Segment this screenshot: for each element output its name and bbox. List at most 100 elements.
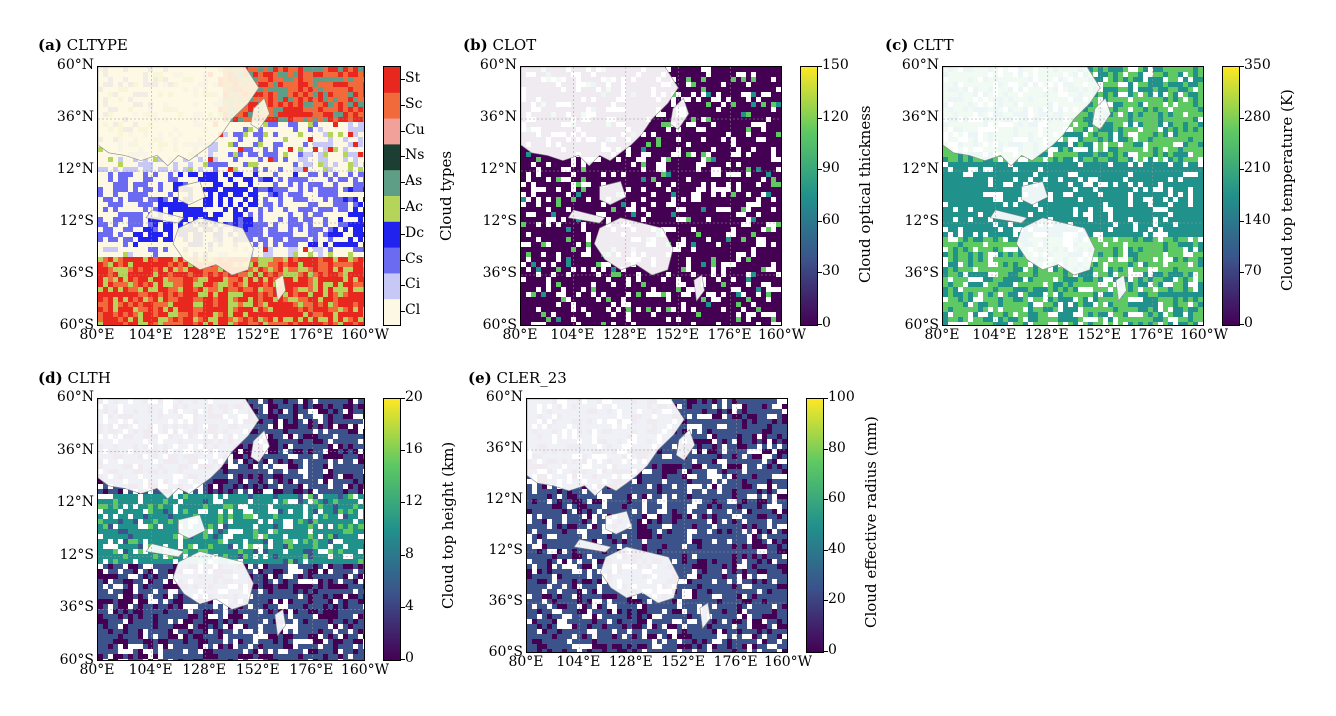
colorbar-fill: [384, 67, 400, 326]
colorbar-tick-label: 0: [405, 650, 414, 666]
cloud-top-height-map: [97, 398, 365, 661]
lat-tick-label: 36°S: [59, 265, 94, 281]
lat-tick-label: 12°S: [59, 546, 94, 563]
lon-tick-label: 160°W: [340, 662, 390, 678]
landmass-3: [146, 210, 184, 223]
colorbar-tick-mark: [1240, 169, 1244, 171]
colorbar-tick-label: 30: [822, 263, 840, 280]
landmass-3: [568, 210, 605, 223]
colorbar-tick-label: 20: [405, 389, 423, 405]
map-canvas: [527, 399, 787, 652]
landmass-4: [594, 217, 673, 275]
colorbar-tick-mark: [401, 78, 405, 80]
lon-tick-label: 80°E: [79, 662, 115, 678]
landmass-1: [250, 430, 270, 463]
colorbar-tick-label: 8: [405, 545, 414, 562]
colorbar-tick-mark: [401, 659, 405, 660]
colorbar-tick-label: 4: [405, 597, 414, 614]
landmass-0: [98, 67, 259, 166]
colorbar-tick-mark: [1240, 117, 1244, 119]
landmass-5: [1115, 275, 1127, 301]
colorbar-tick-mark: [401, 450, 405, 452]
colorbar-tick-mark: [401, 207, 405, 209]
colorbar-gradient: [384, 399, 400, 660]
landmass-5: [699, 603, 711, 629]
lon-tick-label: 176°E: [707, 327, 752, 343]
colorbar-gradient: [1223, 67, 1239, 325]
coastline-2: [599, 181, 627, 206]
lon-tick-label: 176°E: [289, 662, 334, 678]
lat-tick-label: 12°N: [901, 161, 939, 177]
colorbar-tick-mark: [401, 398, 405, 399]
lon-tick-label: 128°E: [602, 327, 647, 343]
colorbar-tick-label: 40: [828, 540, 846, 557]
coastline-2: [178, 181, 206, 206]
coastline-1: [250, 97, 270, 130]
colorbar-gradient: [801, 67, 817, 325]
landmass-3: [146, 543, 184, 557]
lon-tick-label: 176°E: [713, 654, 758, 670]
coastline-3: [567, 209, 606, 224]
lat-tick-label: 60°S: [59, 317, 94, 333]
colorbar-title: Cloud top height (km): [439, 442, 457, 610]
coastline-1: [675, 429, 696, 461]
landmass-0: [527, 399, 685, 496]
lat-tick-label: 36°S: [904, 265, 939, 281]
colorbar-swatch-st: [384, 67, 400, 94]
lon-tick-label: 104°E: [128, 327, 173, 343]
colorbar-tick-mark: [401, 285, 405, 287]
colorbar-fill: [1223, 67, 1239, 325]
landmass-1: [1092, 98, 1111, 130]
lon-tick-label: 152°E: [655, 327, 700, 343]
colorbar-tick-mark: [818, 272, 822, 274]
coastline-5: [274, 608, 286, 637]
colorbar-tick-label: 210: [1244, 160, 1271, 177]
lon-tick-label: 80°E: [79, 327, 115, 343]
colorbar-swatch-ci: [384, 273, 400, 300]
coastline-4: [172, 217, 254, 276]
cloud-top-temperature-map: [942, 66, 1204, 326]
landmass-2: [1021, 181, 1048, 205]
panel-title: (b) CLOT: [463, 36, 537, 54]
colorbar-tick-label: 60: [828, 490, 846, 507]
map-canvas: [521, 67, 781, 325]
panel-title: (d) CLTH: [38, 369, 111, 387]
colorbar-tick-label: 0: [828, 642, 837, 658]
colorbar-tick-mark: [824, 398, 828, 399]
colorbar-tick-mark: [401, 259, 405, 261]
colorbar-tick-mark: [824, 600, 828, 602]
coastline-5: [1115, 274, 1127, 302]
landmass-1: [676, 429, 695, 461]
colorbar-tick-mark: [401, 502, 405, 504]
landmass-4: [1016, 217, 1095, 275]
lat-tick-label: 36°S: [488, 593, 523, 609]
panel-title: (c) CLTT: [885, 36, 954, 54]
coastline-1: [1091, 97, 1112, 130]
landmass-0: [98, 399, 259, 499]
lon-tick-label: 176°E: [1129, 327, 1174, 343]
landmass-3: [574, 539, 611, 552]
colorbar-category-label: St: [405, 69, 421, 86]
landmass-2: [178, 181, 206, 205]
colorbar-tick-label: 350: [1244, 57, 1271, 73]
lon-tick-label: 160°W: [1179, 327, 1229, 343]
colorbar-swatch-sc: [384, 92, 400, 120]
colorbar-category-label: Cl: [405, 302, 421, 319]
coastline-5: [693, 274, 705, 302]
coastline-5: [274, 274, 286, 302]
lat-tick-label: 12°S: [488, 542, 523, 558]
lon-tick-label: 152°E: [235, 327, 280, 343]
colorbar-tick-label: 12: [405, 493, 423, 510]
colorbar-swatch-as: [384, 170, 400, 197]
coastline-0: [527, 399, 685, 497]
colorbar-category-label: Ac: [405, 198, 423, 215]
lat-tick-label: 36°N: [479, 109, 517, 125]
landmass-2: [599, 181, 626, 205]
lon-tick-label: 160°W: [757, 327, 807, 343]
colorbar-tick-mark: [818, 220, 822, 222]
lon-tick-label: 80°E: [508, 654, 544, 670]
colorbar-tick-mark: [1240, 272, 1244, 274]
landmass-0: [521, 67, 679, 166]
lon-tick-label: 152°E: [235, 662, 280, 678]
colorbar-category-label: As: [405, 173, 423, 190]
